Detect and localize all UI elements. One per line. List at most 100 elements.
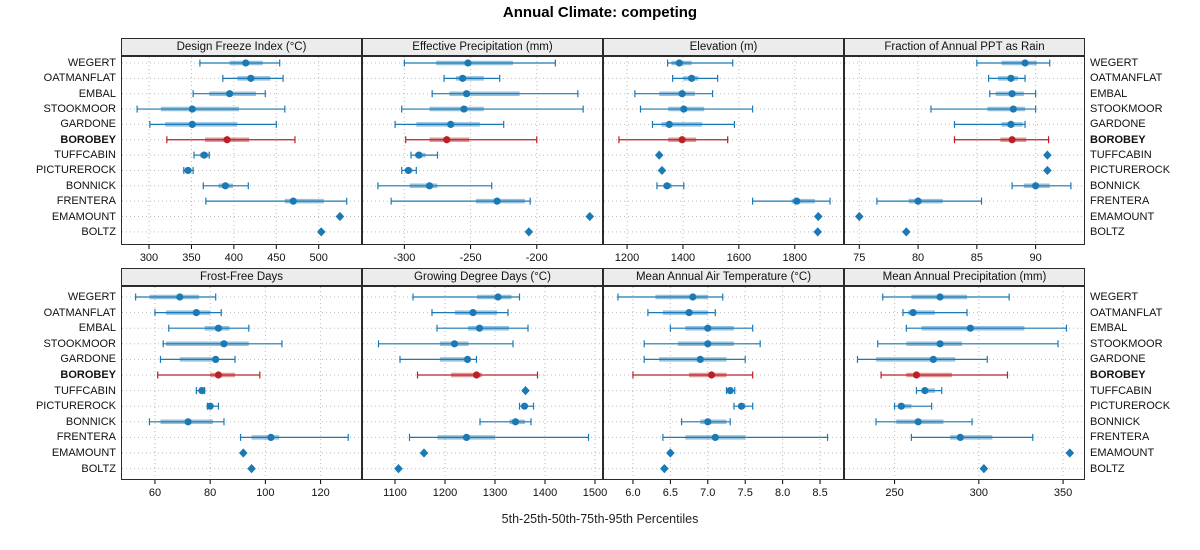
percentile-row (979, 464, 989, 474)
site-label-left: GARDONE (60, 353, 116, 366)
site-label-right: STOOKMOOR (1090, 337, 1163, 350)
panel-strip: Growing Degree Days (°C) (362, 268, 603, 286)
percentile-row (410, 151, 439, 159)
percentile-row (854, 211, 864, 222)
percentile-row (953, 136, 1050, 144)
percentile-row (976, 59, 1051, 67)
axis-tick-label: 6.5 (663, 487, 678, 499)
panel-title: Growing Degree Days (°C) (414, 271, 551, 283)
site-label-left: BOROBEY (60, 133, 116, 146)
percentile-row (195, 387, 206, 395)
panel-title: Design Freeze Index (°C) (176, 41, 307, 53)
percentile-row (149, 120, 277, 128)
percentile-row (479, 418, 532, 426)
percentile-row (643, 355, 746, 363)
axis-tick-label: 120 (311, 487, 329, 499)
percentile-row (585, 211, 595, 222)
percentile-row (1011, 182, 1072, 190)
panel-plot: 1100 1200 1300 1400 1500 (362, 286, 607, 499)
percentile-row (148, 418, 225, 426)
percentile-row (657, 165, 667, 176)
percentile-row (222, 74, 284, 82)
percentile-row (419, 448, 429, 458)
percentile-row (399, 355, 478, 363)
panel-strip: Mean Annual Air Temperature (°C) (603, 268, 844, 286)
panel-title: Frost-Free Days (199, 271, 284, 283)
percentile-row (672, 74, 719, 82)
percentile-row (915, 387, 943, 395)
panel-plot: 1200 1400 1600 1800 (603, 56, 844, 264)
axis-tick-label: 1100 (383, 487, 407, 499)
site-label-right: BOLTZ (1090, 462, 1125, 475)
percentile-row (412, 293, 521, 301)
axis-tick-label: 400 (225, 252, 243, 264)
site-label-right: BOROBEY (1090, 133, 1146, 146)
percentile-row (159, 355, 236, 363)
percentile-row (390, 197, 531, 205)
percentile-row (403, 59, 556, 67)
site-label-right: BONNICK (1090, 179, 1141, 192)
axis-tick-label: 450 (267, 252, 285, 264)
site-label-left: BONNICK (65, 179, 116, 192)
axis-tick-label: -250 (460, 252, 482, 264)
site-label-right: OATMANFLAT (1090, 72, 1163, 85)
site-label-right: WEGERT (1090, 57, 1139, 69)
panel-title: Mean Annual Precipitation (mm) (882, 271, 1047, 283)
percentile-row (1043, 150, 1052, 160)
percentile-row (876, 197, 983, 205)
percentile-row (634, 90, 714, 98)
site-label-right: EMBAL (1090, 87, 1128, 100)
site-label-left: OATMANFLAT (43, 306, 116, 319)
percentile-row (632, 371, 754, 379)
percentile-row (157, 371, 261, 379)
percentile-row (206, 402, 220, 410)
percentile-row (166, 136, 296, 144)
axis-tick-label: 100 (256, 487, 274, 499)
site-label-right: STOOKMOOR (1090, 103, 1163, 116)
axis-tick-label: 1600 (727, 252, 751, 264)
site-label-left: STOOKMOOR (43, 337, 116, 350)
percentile-row (725, 387, 736, 395)
site-label-left: FRENTERA (56, 431, 116, 444)
axis-tick-label: 1400 (671, 252, 695, 264)
site-label-right: EMAMOUNT (1090, 210, 1155, 223)
percentile-row (880, 371, 1009, 379)
site-label-right: GARDONE (1090, 353, 1146, 366)
axis-tick-label: 90 (1029, 252, 1041, 264)
axis-tick-label: 80 (912, 252, 924, 264)
percentile-row (875, 418, 973, 426)
axis-tick-label: -200 (526, 252, 548, 264)
site-label-right: FRENTERA (1090, 431, 1150, 444)
site-label-right: BOLTZ (1090, 225, 1125, 238)
percentile-row (651, 120, 736, 128)
site-label-left: TUFFCABIN (54, 384, 116, 397)
site-label-left: EMBAL (78, 87, 116, 100)
percentile-row (154, 309, 222, 317)
site-label-right: FRENTERA (1090, 195, 1150, 208)
axis-tick-label: 500 (310, 252, 328, 264)
percentile-row (183, 166, 194, 175)
panel-strip: Mean Annual Precipitation (mm) (844, 268, 1085, 286)
axis-tick-label: 1300 (483, 487, 507, 499)
site-label-right: EMBAL (1090, 322, 1128, 335)
site-label-right: BONNICK (1090, 415, 1141, 428)
percentile-row (643, 340, 761, 348)
site-label-left: PICTUREROCK (35, 400, 116, 413)
site-label-left: GARDONE (60, 118, 116, 131)
site-label-left: PICTUREROCK (35, 164, 116, 177)
site-label-right: PICTUREROCK (1090, 164, 1171, 177)
panel-strip: Elevation (m) (603, 38, 844, 56)
site-label-right: GARDONE (1090, 118, 1146, 131)
panel-strip: Frost-Free Days (121, 268, 362, 286)
percentile-row (813, 227, 823, 237)
axis-tick-label: 8.5 (812, 487, 827, 499)
percentile-row (377, 182, 493, 190)
percentile-row (335, 211, 345, 222)
percentile-row (202, 182, 249, 190)
percentile-row (617, 293, 724, 301)
percentile-row (431, 90, 579, 98)
percentile-row (669, 324, 754, 332)
site-label-left: EMAMOUNT (51, 210, 116, 223)
percentile-row (405, 136, 538, 144)
percentile-row (135, 293, 217, 301)
